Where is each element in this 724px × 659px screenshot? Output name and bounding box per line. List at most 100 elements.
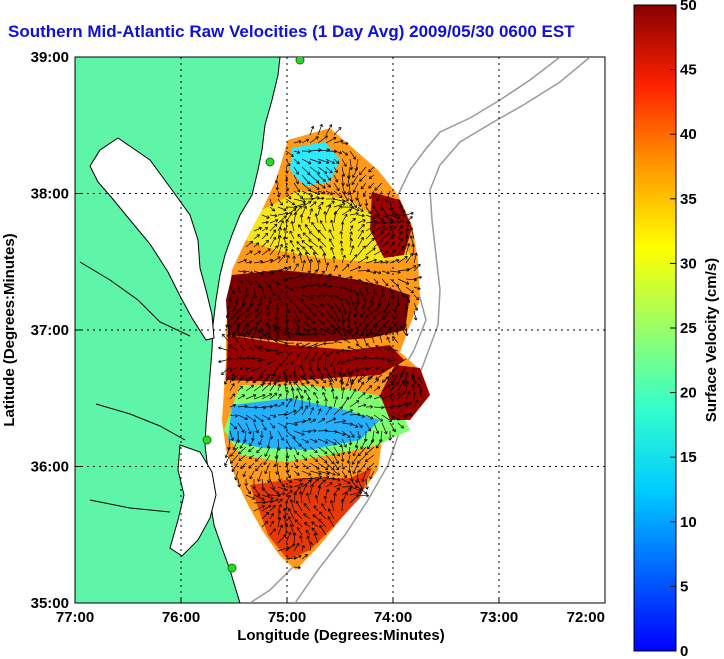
x-tick-label: 73:00 <box>480 609 518 626</box>
velocity-arrow <box>277 430 284 441</box>
velocity-arrow <box>284 245 288 255</box>
velocity-arrow <box>237 377 243 384</box>
velocity-arrow <box>397 390 407 400</box>
velocity-arrow <box>269 213 278 218</box>
velocity-arrow <box>325 470 336 476</box>
velocity-arrow <box>339 379 343 392</box>
velocity-arrow <box>297 233 303 240</box>
velocity-arrow <box>361 470 367 482</box>
velocity-arrow <box>397 371 404 384</box>
velocity-arrow <box>245 486 251 495</box>
velocity-arrow <box>263 333 271 344</box>
velocity-arrow <box>245 260 253 265</box>
grid <box>75 57 605 603</box>
velocity-arrow <box>228 344 239 352</box>
velocity-arrow <box>293 302 302 313</box>
velocity-arrow <box>308 239 319 248</box>
velocity-arrow <box>237 385 243 392</box>
velocity-arrow <box>403 310 408 318</box>
velocity-arrow <box>385 190 391 203</box>
velocity-arrow <box>409 227 415 240</box>
velocity-arrow <box>369 331 375 344</box>
velocity-arrow <box>365 278 374 286</box>
velocity-arrow <box>298 252 303 264</box>
velocity-arrow <box>364 198 369 207</box>
velocity-arrow <box>247 326 255 336</box>
velocity-arrow <box>365 286 370 295</box>
velocity-arrow <box>349 211 359 216</box>
velocity-arrow <box>349 254 358 264</box>
velocity-arrow <box>333 446 340 457</box>
velocity-arrow <box>317 475 330 480</box>
velocity-arrow <box>333 274 342 280</box>
velocity-arrow <box>309 454 319 463</box>
velocity-arrow <box>333 470 341 476</box>
velocity-arrow <box>274 310 279 320</box>
velocity-arrow <box>274 338 287 344</box>
velocity-arrow <box>266 310 271 317</box>
velocity-arrow <box>296 527 303 536</box>
velocity-arrow <box>248 446 255 453</box>
velocity-arrow <box>309 136 319 144</box>
velocity-arrow <box>309 310 317 317</box>
velocity-arrow <box>365 343 375 352</box>
velocity-arrow <box>273 454 279 467</box>
velocity-arrow <box>309 366 316 378</box>
velocity-arrow <box>389 219 400 224</box>
velocity-arrow <box>381 270 390 275</box>
velocity-arrow <box>277 198 283 206</box>
velocity-arrow <box>413 263 421 272</box>
velocity-arrow <box>417 376 423 384</box>
velocity-arrow <box>239 366 247 370</box>
velocity-arrow <box>386 336 391 344</box>
velocity-arrow <box>405 294 411 304</box>
velocity-arrow <box>410 374 415 384</box>
velocity-arrow <box>381 366 391 372</box>
velocity-arrow <box>253 422 259 434</box>
velocity-arrow <box>341 302 347 315</box>
velocity-arrow <box>317 283 327 288</box>
velocity-arrow <box>341 264 350 272</box>
velocity-arrow <box>333 477 341 482</box>
velocity-arrow <box>360 331 367 344</box>
velocity-arrow <box>381 232 390 240</box>
velocity-arrow <box>357 206 364 212</box>
velocity-arrow <box>277 504 282 512</box>
velocity-arrow <box>293 294 305 302</box>
velocity-arrow <box>325 310 334 319</box>
velocity-arrow <box>376 190 383 202</box>
velocity-arrow <box>337 358 343 365</box>
velocity-arrow <box>254 454 263 462</box>
velocity-arrow <box>381 376 390 384</box>
velocity-arrow <box>304 224 311 232</box>
velocity-arrow <box>261 382 272 392</box>
velocity-arrow <box>375 438 383 449</box>
velocity-arrow <box>248 438 255 447</box>
velocity-arrow <box>306 535 311 544</box>
velocity-arrow <box>317 310 324 316</box>
velocity-arrow <box>235 294 239 304</box>
velocity-arrow <box>397 213 406 218</box>
velocity-arrow <box>301 302 312 311</box>
velocity-arrow <box>266 438 271 449</box>
velocity-arrow <box>341 478 351 485</box>
velocity-arrow <box>349 294 355 307</box>
velocity-arrow <box>317 182 326 189</box>
velocity-arrow <box>375 366 383 370</box>
velocity-arrow <box>269 286 276 297</box>
velocity-arrow <box>275 350 287 356</box>
velocity-arrow <box>301 479 312 488</box>
velocity-arrow <box>285 198 296 206</box>
velocity-arrow <box>405 227 409 240</box>
velocity-arrow <box>397 402 408 408</box>
velocity-arrow <box>373 225 386 232</box>
velocity-arrow <box>290 248 295 256</box>
velocity-arrow <box>301 294 314 300</box>
velocity-arrow <box>418 389 423 400</box>
radar-site-marker <box>265 157 275 167</box>
velocity-arrow <box>264 446 271 457</box>
colorbar-tick-label: 45 <box>680 62 697 79</box>
velocity-arrow <box>333 264 338 272</box>
velocity-arrow <box>333 374 338 382</box>
velocity-arrow <box>374 356 383 360</box>
